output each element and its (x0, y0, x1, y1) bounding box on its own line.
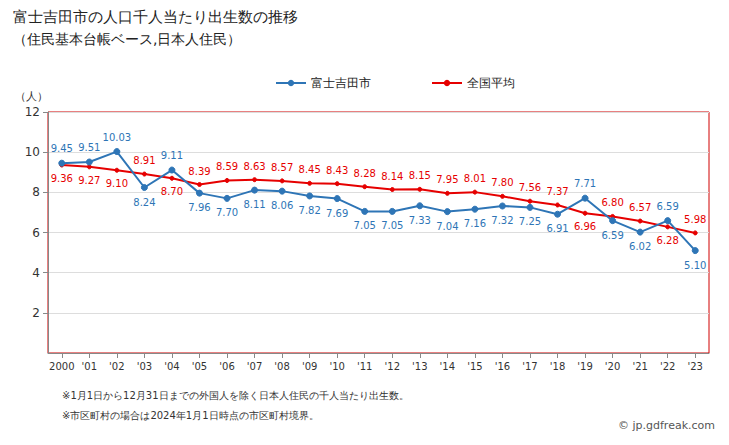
svg-text:9.51: 9.51 (78, 142, 100, 153)
svg-text:8.59: 8.59 (216, 161, 238, 172)
svg-text:8.11: 8.11 (243, 199, 265, 210)
svg-text:6.28: 6.28 (657, 235, 679, 246)
svg-text:10: 10 (25, 145, 40, 159)
svg-text:8.70: 8.70 (161, 186, 183, 197)
svg-text:8.39: 8.39 (188, 166, 210, 177)
svg-text:4: 4 (32, 266, 40, 280)
svg-text:7.80: 7.80 (491, 177, 513, 188)
svg-text:'21: '21 (632, 361, 647, 372)
svg-text:7.25: 7.25 (519, 216, 541, 227)
svg-text:7.05: 7.05 (381, 220, 403, 231)
svg-text:'19: '19 (577, 361, 592, 372)
svg-text:※1月1日から12月31日までの外国人を除く日本人住民の千人: ※1月1日から12月31日までの外国人を除く日本人住民の千人当たり出生数。 (62, 390, 409, 401)
svg-text:'02: '02 (109, 361, 124, 372)
svg-text:'10: '10 (329, 361, 344, 372)
svg-text:8.15: 8.15 (409, 170, 431, 181)
svg-text:'09: '09 (302, 361, 317, 372)
svg-text:6.59: 6.59 (601, 230, 623, 241)
svg-text:（人）: （人） (15, 90, 48, 103)
svg-text:8.43: 8.43 (326, 165, 348, 176)
svg-text:8.91: 8.91 (133, 155, 155, 166)
svg-text:9.36: 9.36 (51, 173, 73, 184)
svg-text:8.24: 8.24 (133, 197, 155, 208)
svg-text:7.95: 7.95 (436, 174, 458, 185)
svg-text:8.57: 8.57 (271, 162, 293, 173)
svg-text:全国平均: 全国平均 (467, 76, 515, 90)
svg-text:8.28: 8.28 (354, 168, 376, 179)
svg-text:7.16: 7.16 (464, 218, 486, 229)
svg-text:10.03: 10.03 (103, 132, 132, 143)
svg-text:7.70: 7.70 (216, 207, 238, 218)
svg-text:8.14: 8.14 (381, 171, 403, 182)
svg-text:6.80: 6.80 (601, 197, 623, 208)
svg-text:7.56: 7.56 (519, 182, 541, 193)
svg-text:'04: '04 (164, 361, 179, 372)
svg-text:8: 8 (32, 185, 40, 199)
svg-text:※市区町村の場合は2024年1月1日時点の市区町村境界。: ※市区町村の場合は2024年1月1日時点の市区町村境界。 (62, 410, 319, 421)
svg-text:6.02: 6.02 (629, 241, 651, 252)
svg-text:6.91: 6.91 (546, 223, 568, 234)
svg-text:5.10: 5.10 (684, 260, 706, 271)
svg-text:'18: '18 (550, 361, 565, 372)
svg-text:'17: '17 (522, 361, 537, 372)
svg-text:'15: '15 (467, 361, 482, 372)
svg-text:'14: '14 (440, 361, 455, 372)
svg-text:'05: '05 (192, 361, 207, 372)
svg-text:'11: '11 (357, 361, 372, 372)
svg-text:8.06: 8.06 (271, 200, 293, 211)
svg-text:'03: '03 (137, 361, 152, 372)
svg-text:'22: '22 (660, 361, 675, 372)
svg-text:'20: '20 (605, 361, 620, 372)
svg-text:7.71: 7.71 (574, 178, 596, 189)
svg-text:9.45: 9.45 (51, 143, 73, 154)
svg-text:2: 2 (32, 306, 40, 320)
svg-text:富士吉田市の人口千人当たり出生数の推移: 富士吉田市の人口千人当たり出生数の推移 (13, 8, 298, 26)
svg-text:7.82: 7.82 (299, 205, 321, 216)
svg-text:7.05: 7.05 (354, 220, 376, 231)
svg-text:7.96: 7.96 (188, 202, 210, 213)
svg-text:8.01: 8.01 (464, 173, 486, 184)
svg-text:'13: '13 (412, 361, 427, 372)
svg-text:'01: '01 (82, 361, 97, 372)
svg-text:'08: '08 (274, 361, 289, 372)
svg-text:9.11: 9.11 (161, 150, 183, 161)
svg-text:7.33: 7.33 (409, 215, 431, 226)
svg-text:7.37: 7.37 (546, 186, 568, 197)
svg-text:© jp.gdfreak.com: © jp.gdfreak.com (618, 419, 715, 432)
svg-text:5.98: 5.98 (684, 214, 706, 225)
svg-text:6: 6 (32, 226, 40, 240)
svg-text:12: 12 (25, 105, 40, 119)
svg-text:6.96: 6.96 (574, 221, 596, 232)
svg-text:8.63: 8.63 (243, 161, 265, 172)
svg-text:7.32: 7.32 (491, 215, 513, 226)
svg-text:'07: '07 (247, 361, 262, 372)
svg-text:7.04: 7.04 (436, 221, 458, 232)
svg-text:9.27: 9.27 (78, 175, 100, 186)
svg-text:富士吉田市: 富士吉田市 (311, 76, 371, 90)
svg-text:6.57: 6.57 (629, 202, 651, 213)
svg-text:（住民基本台帳ベース,日本人住民）: （住民基本台帳ベース,日本人住民） (13, 31, 241, 47)
svg-text:6.59: 6.59 (657, 201, 679, 212)
svg-text:8.45: 8.45 (299, 164, 321, 175)
svg-text:'12: '12 (385, 361, 400, 372)
svg-text:9.10: 9.10 (106, 178, 128, 189)
svg-text:'23: '23 (687, 361, 702, 372)
svg-text:'16: '16 (495, 361, 510, 372)
svg-text:7.69: 7.69 (326, 208, 348, 219)
svg-text:'06: '06 (219, 361, 234, 372)
svg-text:2000: 2000 (49, 361, 74, 372)
